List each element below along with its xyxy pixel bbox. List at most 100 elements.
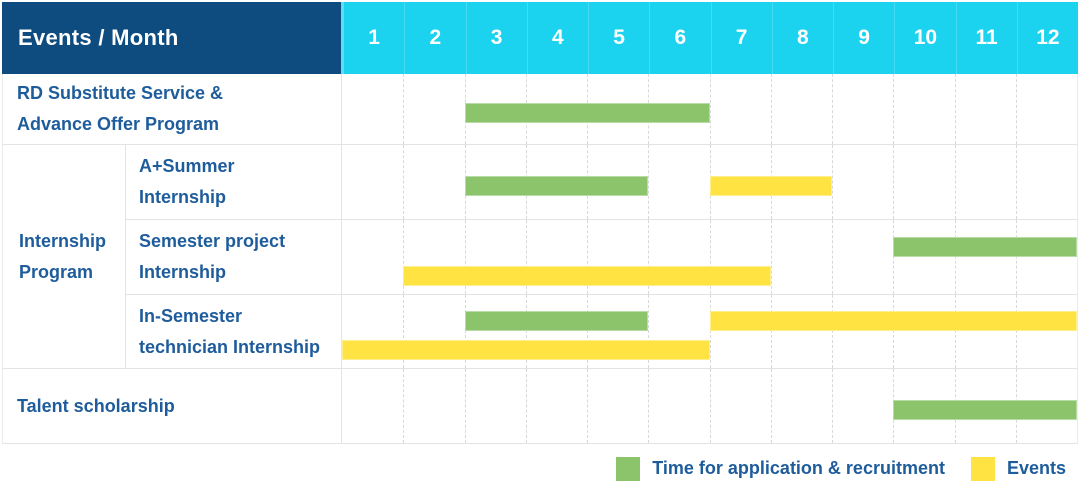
bar-lane bbox=[342, 400, 1077, 420]
month-header-1: 1 bbox=[368, 26, 380, 49]
month-gridline bbox=[954, 220, 956, 294]
month-gridline bbox=[832, 295, 833, 368]
bar-lanes bbox=[342, 299, 1077, 368]
month-gridline bbox=[832, 220, 833, 294]
month-gridline bbox=[587, 295, 588, 368]
events-bar bbox=[403, 265, 771, 286]
legend-item-events: Events bbox=[970, 456, 1066, 481]
application-bar bbox=[464, 103, 710, 123]
table-header: Events / Month 1 2 3 4 5 6 7 8 9 10 11 1… bbox=[2, 2, 1078, 74]
row-rd-substitute-service: RD Substitute Service & Advance Offer Pr… bbox=[3, 74, 1077, 145]
month-gridline bbox=[403, 295, 405, 368]
header-events-month-label: Events / Month bbox=[2, 2, 341, 74]
month-header-4: 4 bbox=[526, 2, 588, 74]
month-gridline bbox=[403, 369, 405, 443]
month-gridline bbox=[587, 220, 588, 294]
month-gridline bbox=[587, 369, 588, 443]
timeline-track-talent-scholarship bbox=[342, 369, 1077, 443]
events-bar bbox=[342, 340, 710, 360]
month-gridline bbox=[1015, 295, 1017, 368]
month-header-7: 7 bbox=[710, 2, 772, 74]
internship-program-group-label: Internship Program bbox=[3, 145, 126, 368]
events-bar bbox=[709, 311, 1077, 331]
timeline-track-in-semester-technician-internship bbox=[342, 295, 1077, 368]
label-line: Internship bbox=[19, 230, 107, 251]
month-gridline bbox=[832, 369, 833, 443]
month-gridline bbox=[464, 369, 466, 443]
row-a-summer-internship: A+Summer Internship bbox=[126, 145, 1077, 219]
row-semester-project-internship: Semester project Internship bbox=[126, 219, 1077, 294]
month-header-9: 9 bbox=[833, 2, 894, 74]
month-gridline bbox=[464, 220, 466, 294]
month-gridline bbox=[832, 145, 833, 219]
row-label-talent-scholarship: Talent scholarship bbox=[3, 369, 342, 443]
bar-lane bbox=[342, 340, 1077, 360]
month-gridline bbox=[893, 220, 895, 294]
legend: Time for application & recruitment Event… bbox=[2, 444, 1078, 493]
events-color-swatch bbox=[970, 456, 995, 481]
month-gridline bbox=[709, 295, 711, 368]
month-gridline bbox=[893, 295, 895, 368]
month-gridline bbox=[648, 220, 650, 294]
month-gridline bbox=[954, 295, 956, 368]
month-gridline bbox=[954, 145, 956, 219]
bar-lanes bbox=[342, 78, 1077, 144]
month-gridline bbox=[770, 220, 772, 294]
application-color-swatch bbox=[616, 456, 641, 481]
label-line: technician Internship bbox=[139, 336, 321, 357]
label-line: Advance Offer Program bbox=[17, 114, 220, 134]
bar-lane bbox=[342, 176, 1077, 196]
row-talent-scholarship: Talent scholarship bbox=[3, 369, 1077, 444]
bar-lanes bbox=[342, 224, 1077, 294]
label-line: Talent scholarship bbox=[17, 395, 175, 416]
row-label-semester-project-internship: Semester project Internship bbox=[126, 220, 342, 294]
month-gridline bbox=[403, 220, 405, 294]
month-gridline bbox=[709, 74, 711, 144]
internship-program-section: Internship Program A+Summer Internship S… bbox=[3, 145, 1077, 369]
months-header: 1 2 3 4 5 6 7 8 9 10 11 12 bbox=[341, 2, 1078, 74]
row-in-semester-technician-internship: In-Semester technician Internship bbox=[126, 294, 1077, 368]
application-bar bbox=[464, 311, 649, 331]
bar-lane bbox=[342, 311, 1077, 331]
month-header-12: 12 bbox=[1016, 2, 1078, 74]
internship-program-rows: A+Summer Internship Semester project Int… bbox=[126, 145, 1077, 368]
events-month-table: Events / Month 1 2 3 4 5 6 7 8 9 10 11 1… bbox=[2, 2, 1078, 444]
month-gridline bbox=[525, 295, 527, 368]
timeline-track-a-summer-internship bbox=[342, 145, 1077, 219]
timeline-track-rd-substitute-service bbox=[342, 74, 1077, 144]
month-gridline bbox=[893, 74, 895, 144]
label-line: Internship bbox=[139, 262, 227, 282]
legend-item-application: Time for application & recruitment bbox=[616, 456, 945, 481]
label-line: Semester project bbox=[139, 231, 286, 251]
month-header-8: 8 bbox=[771, 2, 833, 74]
bar-lanes bbox=[342, 373, 1077, 443]
month-gridline bbox=[1015, 220, 1017, 294]
month-header-5: 5 bbox=[588, 2, 649, 74]
label-line: RD Substitute Service & bbox=[17, 83, 224, 103]
label-line: A+Summer bbox=[139, 156, 235, 176]
month-header-10: 10 bbox=[894, 2, 955, 74]
application-bar bbox=[893, 236, 1077, 257]
month-gridline bbox=[1015, 74, 1017, 144]
month-gridline bbox=[648, 145, 650, 219]
table-body: RD Substitute Service & Advance Offer Pr… bbox=[2, 74, 1078, 444]
month-header-6: 6 bbox=[649, 2, 710, 74]
month-gridline bbox=[709, 220, 711, 294]
application-bar bbox=[893, 400, 1077, 420]
row-label-rd-substitute-service: RD Substitute Service & Advance Offer Pr… bbox=[3, 74, 342, 144]
month-gridline bbox=[954, 74, 956, 144]
label-line: Program bbox=[19, 261, 94, 282]
month-gridline bbox=[648, 295, 650, 368]
events-bar bbox=[709, 176, 832, 196]
timeline-track-semester-project-internship bbox=[342, 220, 1077, 294]
label-line: Internship bbox=[139, 187, 227, 207]
bar-lane bbox=[342, 236, 1077, 257]
legend-events-label: Events bbox=[1006, 458, 1066, 478]
month-gridline bbox=[525, 369, 527, 443]
month-gridline bbox=[403, 74, 405, 144]
month-gridline bbox=[770, 295, 772, 368]
legend-application-label: Time for application & recruitment bbox=[652, 458, 945, 478]
application-bar bbox=[464, 176, 649, 196]
month-gridline bbox=[832, 74, 833, 144]
